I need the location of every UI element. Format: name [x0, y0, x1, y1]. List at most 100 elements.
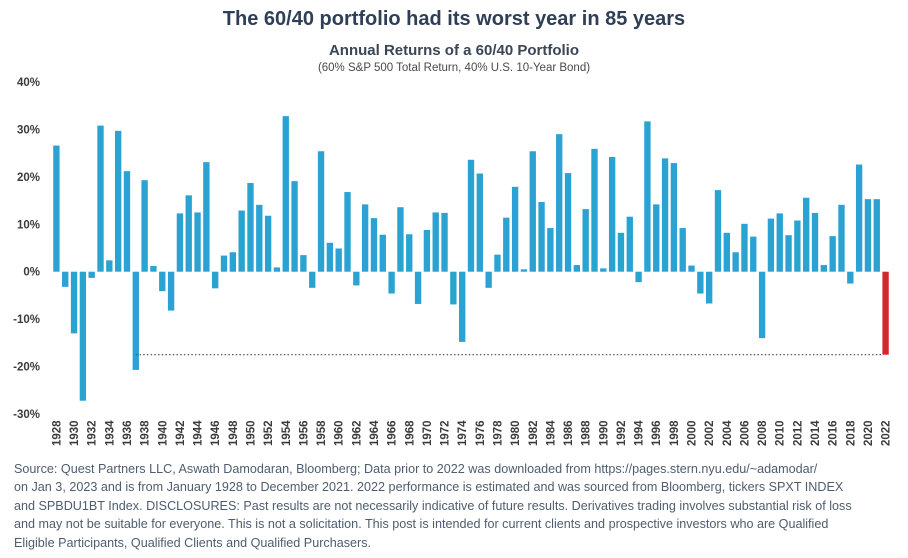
bar: [829, 236, 836, 272]
bar: [379, 234, 386, 272]
bar: [661, 158, 669, 272]
x-tick-label: 1928: [51, 420, 63, 446]
bar: [229, 252, 237, 272]
bar: [317, 151, 325, 272]
bar: [185, 195, 192, 272]
x-tick-label: 1976: [475, 420, 487, 446]
bar: [723, 232, 730, 272]
y-tick-label: -20%: [13, 362, 40, 374]
bar: [864, 199, 872, 272]
bar: [873, 199, 880, 272]
chart-title: Annual Returns of a 60/40 Portfolio: [328, 42, 580, 59]
bar: [141, 180, 148, 272]
bar: [370, 218, 378, 272]
bar: [194, 212, 201, 272]
x-tick-label: 1980: [510, 420, 522, 446]
bar: [520, 269, 528, 272]
x-tick-label: 1938: [140, 420, 152, 446]
y-tick-label: -10%: [13, 314, 40, 326]
bar: [423, 229, 431, 272]
bar: [344, 192, 351, 272]
bar: [282, 116, 289, 272]
chart-subtitle: (60% S&P 500 Total Return, 40% U.S. 10-Y…: [317, 62, 591, 74]
x-tick-label: 1996: [651, 420, 663, 446]
x-tick-label: 2004: [722, 420, 734, 446]
bar: [670, 163, 678, 272]
x-tick-label: 1942: [175, 420, 187, 446]
bar: [79, 271, 87, 401]
bar: [203, 162, 210, 272]
bar: [494, 254, 501, 272]
bar: [88, 271, 95, 278]
x-tick-label: 1998: [669, 420, 681, 446]
x-tick-label: 2000: [687, 420, 699, 446]
bar: [847, 271, 854, 284]
x-tick-label: 2002: [704, 420, 716, 446]
bar: [838, 204, 845, 272]
bar: [132, 271, 139, 370]
bar: [53, 145, 60, 272]
bar: [794, 220, 801, 272]
bar: [291, 181, 298, 272]
x-tick-label: 1972: [440, 420, 452, 446]
x-tick-label: 2022: [881, 420, 893, 446]
x-tick-label: 1964: [369, 420, 381, 446]
x-tick-label: 1950: [245, 420, 257, 446]
bars: [53, 116, 889, 401]
x-tick-label: 1988: [581, 420, 593, 446]
x-tick-label: 1982: [528, 420, 540, 446]
bar: [714, 190, 722, 272]
bar: [758, 271, 766, 339]
y-tick-label: -30%: [13, 409, 40, 421]
x-tick-label: 2008: [757, 420, 769, 446]
x-tick-label: 2006: [739, 420, 751, 446]
bar: [97, 125, 104, 272]
x-tick-label: 1946: [210, 420, 222, 446]
bar: [414, 271, 422, 304]
bar: [679, 228, 686, 272]
bar: [591, 148, 598, 272]
bar: [785, 235, 792, 272]
x-tick-label: 1944: [193, 420, 205, 446]
bar: [855, 164, 863, 272]
bar: [820, 265, 828, 272]
x-tick-label: 2010: [775, 420, 787, 446]
bar-chart: -30%-20%-10%0%10%20%30%40% 1928 1930 1932 1…: [13, 77, 892, 446]
bar: [732, 252, 739, 272]
x-tick-label: 1960: [334, 420, 346, 446]
x-tick-label: 1994: [634, 420, 646, 446]
bar: [556, 134, 563, 272]
bar: [273, 267, 281, 272]
x-tick-label: 1956: [298, 420, 310, 446]
source-line: and SPBDU1BT Index. DISCLOSURES: Past re…: [14, 498, 852, 513]
bar: [238, 210, 245, 272]
y-tick-label: 10%: [17, 219, 40, 231]
source-line: on Jan 3, 2023 and is from January 1928 …: [14, 480, 844, 495]
x-tick-label: 2012: [792, 420, 804, 446]
bar: [705, 271, 713, 304]
x-tick-label: 1992: [616, 420, 628, 446]
bar: [564, 173, 572, 272]
bar: [123, 171, 131, 272]
bar: [361, 204, 369, 272]
bar: [432, 212, 439, 272]
bar: [547, 228, 554, 272]
bar: [212, 271, 219, 289]
y-tick-label: 20%: [17, 172, 40, 184]
bar-highlight: [882, 271, 889, 355]
bar: [776, 213, 783, 272]
bar: [353, 271, 360, 286]
bar: [803, 197, 810, 272]
bar: [626, 216, 633, 272]
y-tick-label: 0%: [23, 267, 40, 279]
bar: [106, 260, 113, 272]
bar: [300, 255, 307, 272]
x-tick-label: 1930: [69, 420, 81, 446]
bar: [388, 271, 395, 294]
x-tick-label: 1940: [157, 420, 169, 446]
x-tick-label: 1948: [228, 420, 240, 446]
bar: [467, 159, 475, 272]
x-axis-ticks: 1928 1930 1932 1934 1936 1938 1940 1942 1944 1946…: [51, 420, 892, 446]
bar: [511, 186, 519, 272]
headline: The 60/40 portfolio had its worst year i…: [222, 8, 686, 30]
